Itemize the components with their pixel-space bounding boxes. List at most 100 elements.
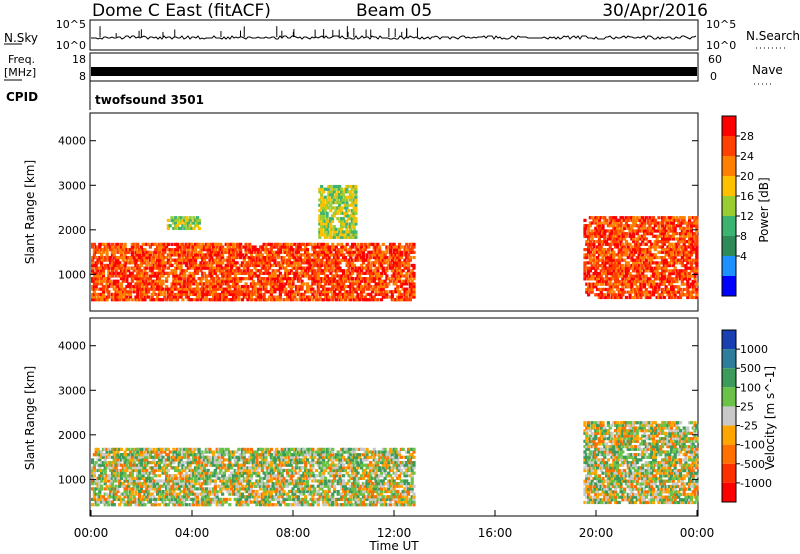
data-cell [397, 255, 402, 260]
data-cell [592, 218, 596, 222]
data-cell [300, 242, 304, 247]
data-cell [662, 229, 666, 233]
data-cell [369, 295, 373, 299]
data-cell [161, 466, 165, 470]
data-cell [109, 450, 113, 454]
data-cell [329, 266, 333, 270]
data-cell [354, 287, 358, 291]
data-cell [284, 269, 288, 273]
data-cell [244, 271, 248, 275]
data-cell [109, 500, 113, 504]
data-cell [119, 248, 124, 252]
data-cell [338, 195, 342, 199]
data-cell [318, 219, 322, 223]
power-panel-frame [89, 112, 699, 312]
data-cell [682, 242, 686, 246]
data-cell [617, 248, 621, 252]
data-cell [669, 295, 674, 300]
data-cell [219, 292, 223, 297]
data-cell [300, 282, 304, 286]
data-cell [381, 255, 385, 260]
data-cell [139, 482, 143, 486]
data-cell [91, 497, 95, 502]
data-cell [211, 245, 216, 249]
data-cell [110, 271, 115, 275]
data-cell [166, 274, 171, 278]
data-cell [152, 284, 156, 289]
data-cell [163, 295, 167, 299]
data-cell [145, 484, 149, 488]
data-cell [314, 292, 319, 297]
data-cell [134, 487, 138, 491]
data-cell [345, 290, 349, 294]
data-cell [206, 279, 210, 283]
data-cell [383, 282, 387, 286]
data-cell [249, 290, 254, 294]
data-cell [624, 261, 629, 265]
data-cell [177, 450, 181, 454]
data-cell [405, 255, 409, 260]
data-cell [619, 240, 623, 244]
data-cell [146, 474, 151, 478]
data-cell [320, 245, 324, 249]
data-cell [410, 290, 414, 294]
data-cell [154, 466, 158, 470]
data-cell [128, 500, 133, 504]
data-cell [177, 245, 181, 249]
data-cell [289, 284, 293, 289]
data-cell [224, 292, 228, 297]
data-cell [331, 292, 335, 297]
data-cell [615, 274, 620, 278]
data-cell [612, 224, 616, 228]
data-cell [363, 245, 367, 249]
data-cell [307, 295, 311, 299]
data-cell [183, 282, 187, 286]
data-cell [372, 277, 376, 281]
data-cell [199, 282, 203, 286]
data-cell [347, 235, 351, 239]
data-cell [352, 198, 356, 202]
data-cell [235, 277, 239, 281]
freq-label-2: [MHz] [4, 66, 36, 79]
data-cell [295, 250, 299, 254]
data-cell [632, 258, 636, 262]
data-cell [161, 492, 165, 496]
data-cell [251, 258, 255, 262]
data-cell [339, 195, 344, 199]
data-cell [114, 463, 118, 467]
data-cell [251, 279, 255, 283]
data-cell [186, 245, 190, 249]
data-cell [121, 245, 125, 249]
data-cell [136, 503, 140, 507]
data-cell [161, 279, 165, 283]
data-cell [590, 287, 594, 292]
data-cell [311, 248, 315, 252]
data-cell [224, 295, 228, 299]
data-cell [101, 495, 106, 499]
data-cell [242, 284, 246, 289]
data-cell [632, 277, 636, 281]
data-cell [352, 217, 356, 221]
data-cell [170, 466, 174, 470]
data-cell [624, 263, 629, 268]
data-cell [660, 274, 665, 278]
data-cell [266, 271, 270, 275]
data-cell [251, 271, 255, 275]
data-cell [408, 271, 412, 275]
data-cell [351, 271, 355, 275]
data-cell [682, 216, 686, 220]
data-cell [597, 245, 602, 249]
data-cell [336, 198, 340, 202]
data-cell [686, 287, 690, 292]
data-cell [291, 282, 295, 286]
data-cell [186, 274, 190, 278]
data-cell [141, 277, 145, 281]
data-cell [293, 258, 297, 262]
data-cell [660, 293, 665, 297]
data-cell [110, 471, 115, 475]
data-cell [307, 253, 311, 257]
data-cell [100, 479, 104, 483]
data-cell [235, 279, 239, 283]
data-cell [197, 250, 201, 254]
data-cell [596, 282, 600, 286]
